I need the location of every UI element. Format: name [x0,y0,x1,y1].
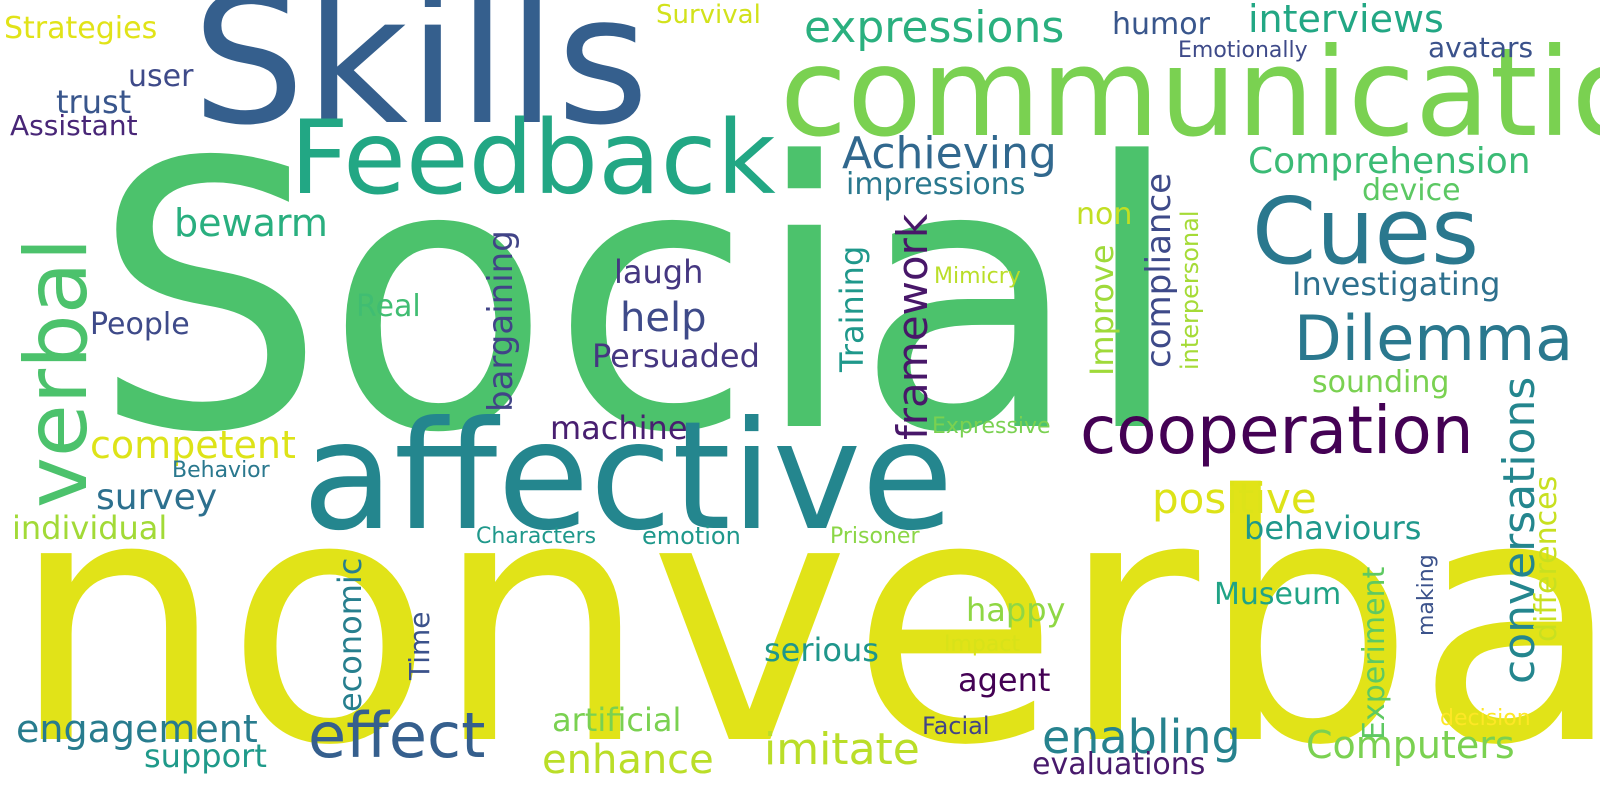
word-achieving: Achieving [842,128,1057,179]
word-positive: positive [1152,474,1317,523]
word-sounding: sounding [1312,365,1450,400]
word-humor: humor [1112,7,1210,42]
word-communication: communication [780,22,1600,164]
word-imitate: imitate [764,724,920,775]
word-engagement: engagement [16,707,258,751]
word-enhance: enhance [542,737,714,783]
word-experiment: Experiment [1357,566,1392,740]
word-help: help [620,295,707,341]
word-improve: Improve [1083,244,1121,376]
word-skills: Skills [192,0,650,164]
word-cues: Cues [1252,178,1480,285]
word-interviews: interviews [1248,0,1444,41]
word-device: device [1362,173,1461,208]
word-trust: trust [56,83,132,121]
word-decision: decision [1440,706,1531,731]
word-making: making [1414,554,1439,636]
word-cooperation: cooperation [1080,392,1474,469]
word-artificial: artificial [552,701,682,739]
word-individual: individual [12,509,168,547]
word-feedback: Feedback [290,99,776,218]
word-impressions: impressions [846,167,1026,202]
word-museum: Museum [1214,577,1342,612]
word-investigating: Investigating [1292,265,1501,303]
word-affective: affective [302,390,954,564]
word-competent: competent [90,423,296,467]
word-training: Training [833,245,871,372]
word-user: user [128,59,194,94]
word-mimicry: Mimicry [934,264,1021,289]
word-enabling: enabling [1042,710,1241,764]
word-laugh: laugh [614,253,704,291]
word-social: Social [92,84,1184,513]
word-real: Real [356,289,421,324]
word-agent: agent [958,661,1051,699]
word-facial: Facial [922,712,990,740]
word-serious: serious [764,631,879,669]
word-time: Time [403,611,436,680]
word-impact: Impact [944,632,1021,657]
word-prisoner: Prisoner [830,524,920,549]
word-compliance: compliance [1139,172,1179,368]
word-nonverbal: nonverbal [10,424,1600,800]
word-avatars: avatars [1428,31,1534,64]
word-behavior: Behavior [172,458,270,483]
word-evaluations: evaluations [1032,747,1206,782]
word-persuaded: Persuaded [592,337,760,375]
word-characters: Characters [476,524,597,549]
word-machine: machine [550,409,688,447]
word-computers: Computers [1306,723,1515,767]
word-survival: Survival [656,0,761,30]
word-emotionally: Emotionally [1178,38,1308,63]
word-support: support [144,737,267,775]
word-bargaining: bargaining [481,230,521,412]
word-behaviours: behaviours [1244,509,1422,547]
word-effect: effect [308,699,486,772]
word-emotion: emotion [642,522,741,550]
word-survey: survey [96,477,218,518]
word-differences: differences [1529,475,1564,642]
word-happy: happy [966,591,1066,629]
word-non: non [1076,197,1133,232]
word-economic: economic [331,557,369,712]
word-expressive: Expressive [932,414,1051,439]
word-strategies: Strategies [4,11,158,46]
word-expressions: expressions [804,2,1065,53]
word-framework: framework [888,213,937,440]
word-people: People [90,307,190,342]
word-dilemma: Dilemma [1294,302,1574,375]
word-comprehension: Comprehension [1248,141,1531,182]
word-assistant: Assistant [10,109,138,142]
word-verbal: verbal [7,237,107,508]
word-interpersonal: interpersonal [1176,210,1204,370]
word-bewarm: bewarm [174,201,328,245]
